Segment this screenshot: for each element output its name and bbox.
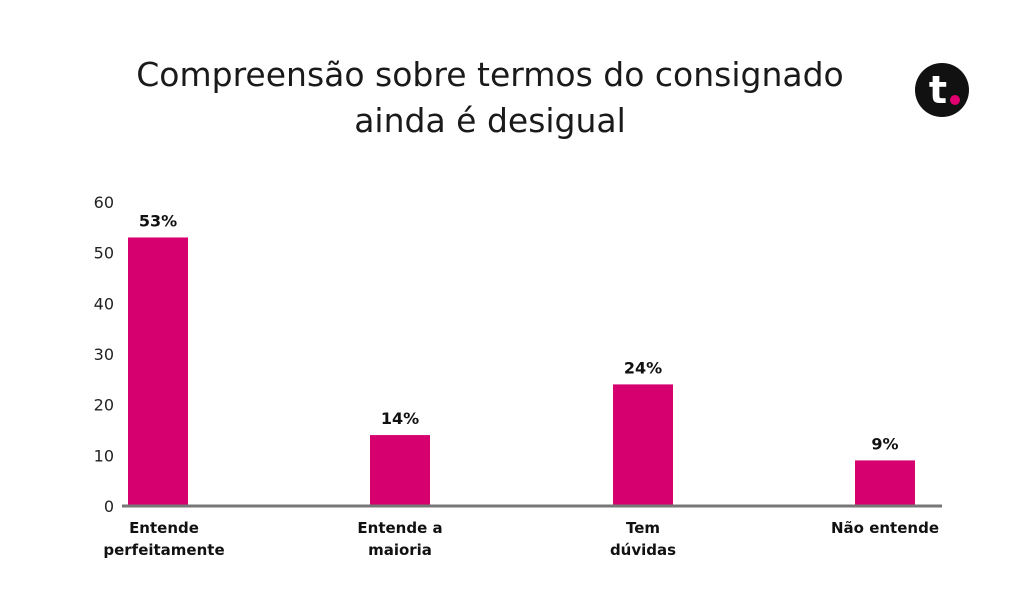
y-tick-label: 40 (94, 294, 114, 313)
y-tick-label: 60 (94, 193, 114, 212)
category-label: Entende perfeitamente (103, 519, 224, 559)
y-tick-label: 0 (104, 497, 114, 516)
y-tick-label: 20 (94, 396, 114, 415)
bars (128, 237, 915, 506)
bar (613, 384, 673, 506)
data-labels: 53% 14% 24% 9% (139, 211, 899, 453)
category-label: Entende a maioria (357, 519, 442, 559)
y-tick-label: 50 (94, 244, 114, 263)
chart-title-line-2: ainda é desigual (354, 101, 626, 140)
y-axis-ticks: 0 10 20 30 40 50 60 (94, 193, 114, 516)
bar (855, 460, 915, 506)
data-label: 53% (139, 211, 177, 230)
bar (128, 237, 188, 506)
bar (370, 435, 430, 506)
chart-title-line-1: Compreensão sobre termos do consignado (136, 55, 844, 94)
y-tick-label: 10 (94, 446, 114, 465)
data-label: 9% (871, 434, 898, 453)
y-tick-label: 30 (94, 345, 114, 364)
logo-dot (950, 95, 960, 105)
chart-title: Compreensão sobre termos do consignado a… (100, 52, 880, 144)
category-label: Tem dúvidas (610, 519, 676, 559)
logo-letter: t (929, 68, 947, 112)
data-label: 24% (624, 358, 662, 377)
brand-logo: t (915, 63, 969, 117)
category-labels: Entende perfeitamente Entende a maioria Tem d… (103, 519, 939, 559)
category-label: Não entende (831, 519, 939, 537)
data-label: 14% (381, 409, 419, 428)
